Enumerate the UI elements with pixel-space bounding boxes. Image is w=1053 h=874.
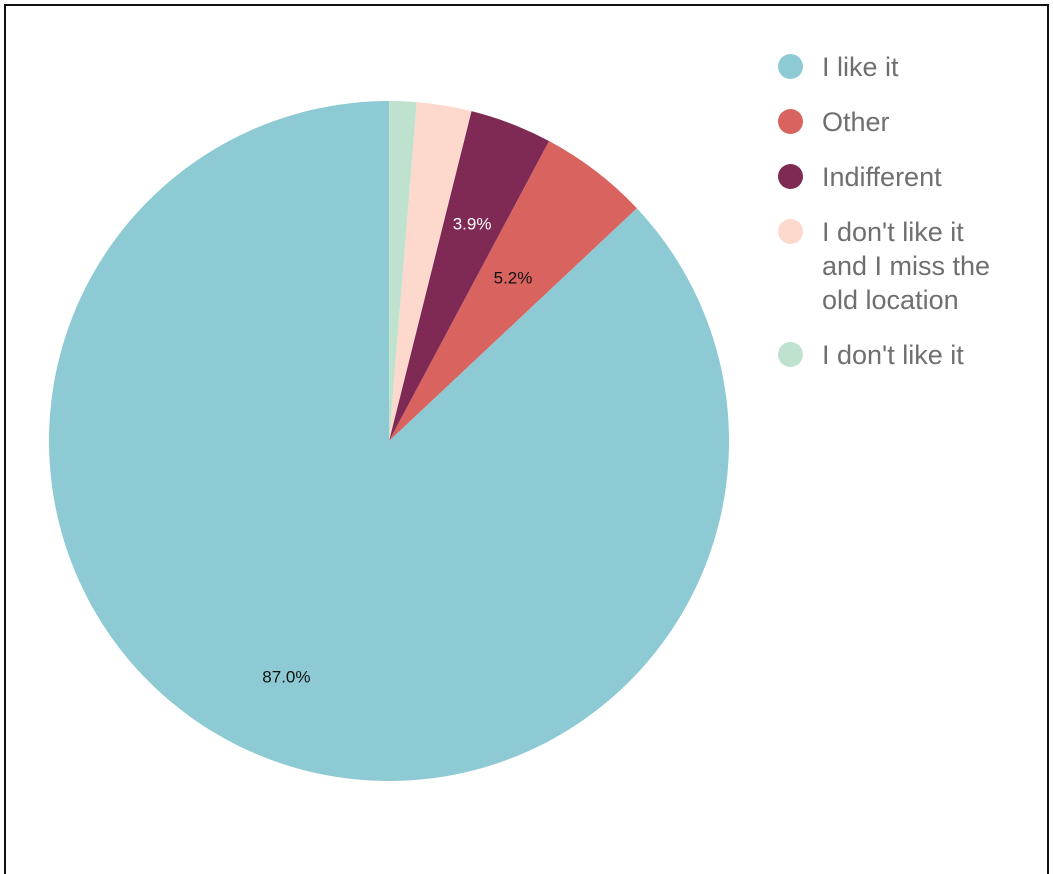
- legend-swatch: [778, 54, 803, 79]
- pie-data-labels: 87.0% 5.2% 3.9%: [262, 215, 532, 687]
- pie-slice-4: [389, 101, 417, 441]
- slice-data-label-2: 3.9%: [453, 215, 492, 234]
- slice-data-label-1: 5.2%: [494, 268, 533, 287]
- legend-swatch: [778, 219, 803, 244]
- slice-data-label-0: 87.0%: [262, 668, 310, 687]
- legend-label: I don't like it and I miss the old locat…: [822, 217, 991, 315]
- chart-legend: I like it Other Indifferent I don't like it…: [778, 50, 1038, 393]
- legend-item-0: I like it: [778, 50, 1038, 84]
- legend-swatch: [778, 164, 803, 189]
- legend-label: Other: [822, 107, 890, 137]
- legend-label: I like it: [822, 52, 899, 82]
- legend-item-1: Other: [778, 105, 1038, 139]
- legend-item-2: Indifferent: [778, 160, 1038, 194]
- legend-label: I don't like it: [822, 340, 964, 370]
- legend-label: Indifferent: [822, 162, 942, 192]
- legend-item-4: I don't like it: [778, 338, 1038, 372]
- legend-item-3: I don't like it and I miss the old locat…: [778, 215, 1038, 317]
- pie-slice-3: [389, 102, 472, 441]
- pie-slices: [49, 101, 730, 781]
- legend-swatch: [778, 342, 803, 367]
- pie-slice-2: [389, 111, 550, 441]
- legend-swatch: [778, 109, 803, 134]
- pie-slice-0: [49, 101, 730, 781]
- pie-slice-1: [389, 141, 637, 441]
